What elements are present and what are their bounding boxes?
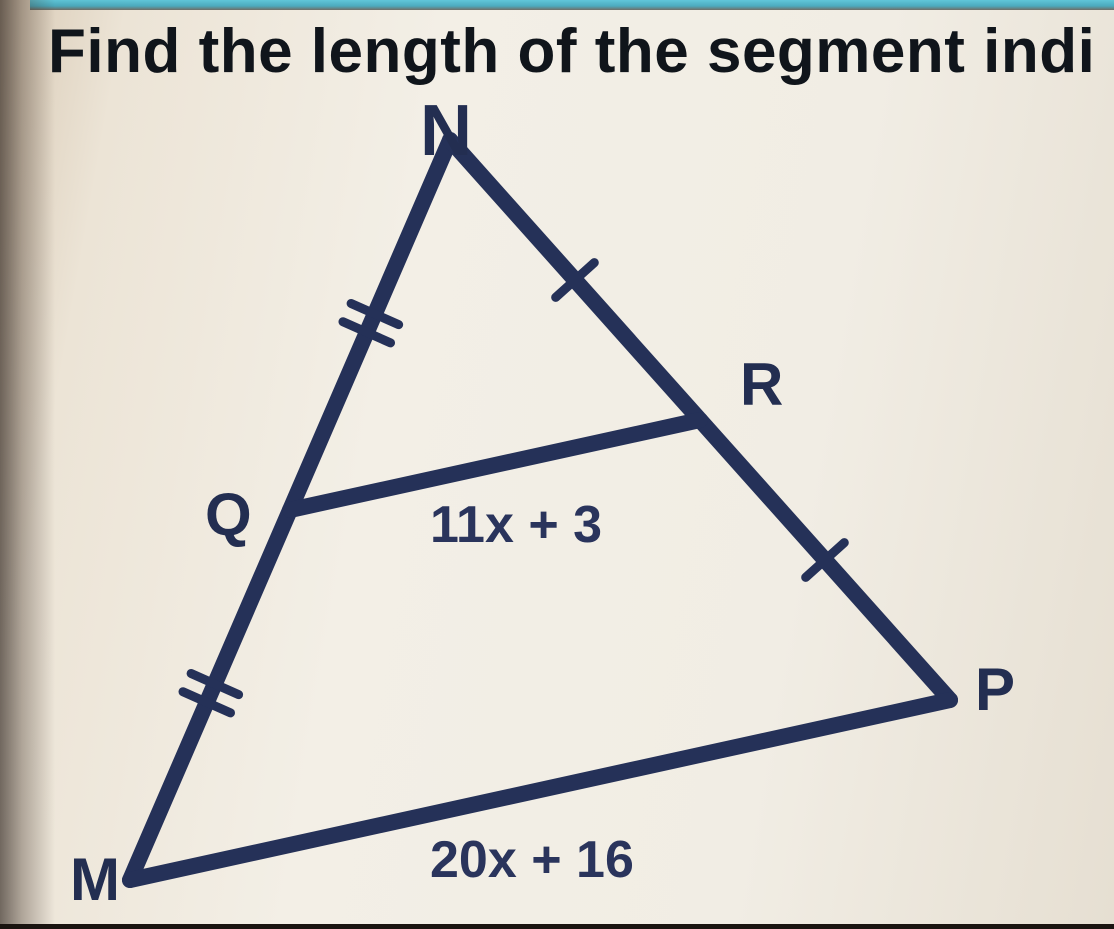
vertex-R: R: [740, 350, 783, 419]
label-MP: 20x + 16: [430, 830, 634, 890]
triangle-diagram: N R Q P M 11x + 3 20x + 16: [0, 100, 1114, 924]
vertex-P: P: [975, 655, 1015, 724]
tick-marks: [183, 263, 844, 713]
worksheet-page: Find the length of the segment indi: [0, 0, 1114, 924]
window-top-accent: [30, 0, 1114, 10]
question-text: Find the length of the segment indi: [48, 16, 1114, 87]
vertex-Q: Q: [205, 480, 252, 549]
label-QR: 11x + 3: [430, 495, 602, 555]
vertex-N: N: [420, 90, 472, 172]
vertex-M: M: [70, 845, 120, 914]
